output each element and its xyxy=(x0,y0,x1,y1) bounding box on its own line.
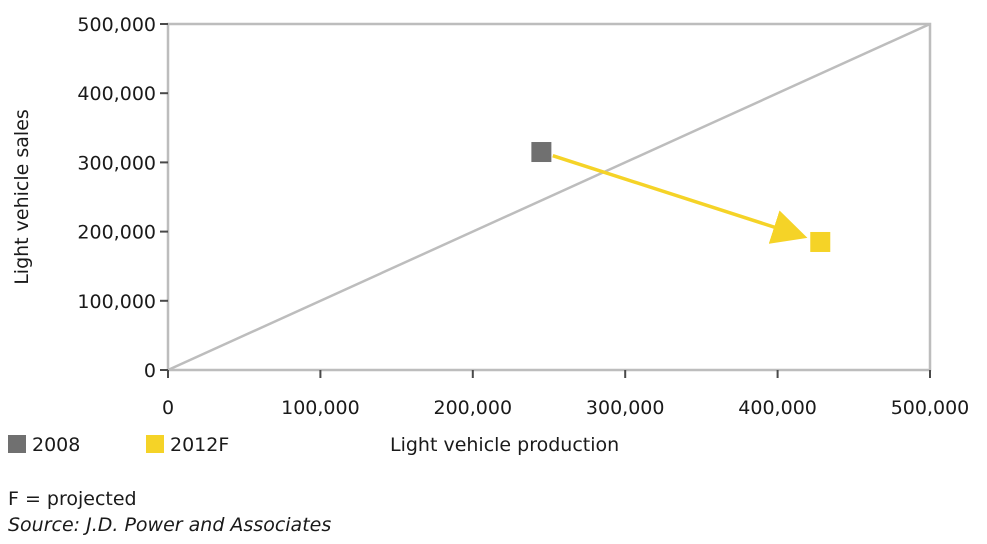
x-tick-label: 100,000 xyxy=(281,397,360,419)
source-footnote: Source: J.D. Power and Associates xyxy=(8,514,332,536)
x-tick-label: 500,000 xyxy=(891,397,970,419)
y-axis-title: Light vehicle sales xyxy=(11,109,33,285)
y-tick-label: 500,000 xyxy=(77,14,156,36)
y-tick-label: 400,000 xyxy=(77,83,156,105)
x-tick-label: 0 xyxy=(162,397,174,419)
x-axis-title: Light vehicle production xyxy=(390,434,619,456)
y-axis-ticks: 0 100,000 200,000 300,000 400,000 500,000 xyxy=(77,14,168,382)
legend-label-2008: 2008 xyxy=(32,434,80,456)
point-2008 xyxy=(531,142,552,163)
legend-label-2012f: 2012F xyxy=(170,434,229,456)
legend: 2008 2012F xyxy=(8,434,229,456)
projection-footnote: F = projected xyxy=(8,488,137,510)
parity-reference-line xyxy=(167,22,931,372)
y-tick-label: 100,000 xyxy=(77,291,156,313)
x-tick-label: 300,000 xyxy=(586,397,665,419)
plot-area-frame xyxy=(166,22,932,372)
data-points xyxy=(531,142,831,252)
legend-swatch-2012f xyxy=(146,435,164,453)
x-axis-ticks: 0 100,000 200,000 300,000 400,000 500,000 xyxy=(162,370,969,419)
x-tick-label: 400,000 xyxy=(738,397,817,419)
y-tick-label: 300,000 xyxy=(77,152,156,174)
trend-arrow xyxy=(552,154,808,244)
x-tick-label: 200,000 xyxy=(434,397,513,419)
y-tick-label: 200,000 xyxy=(77,222,156,244)
y-tick-label: 0 xyxy=(144,360,156,382)
point-2012f xyxy=(810,231,831,252)
legend-swatch-2008 xyxy=(8,435,26,453)
